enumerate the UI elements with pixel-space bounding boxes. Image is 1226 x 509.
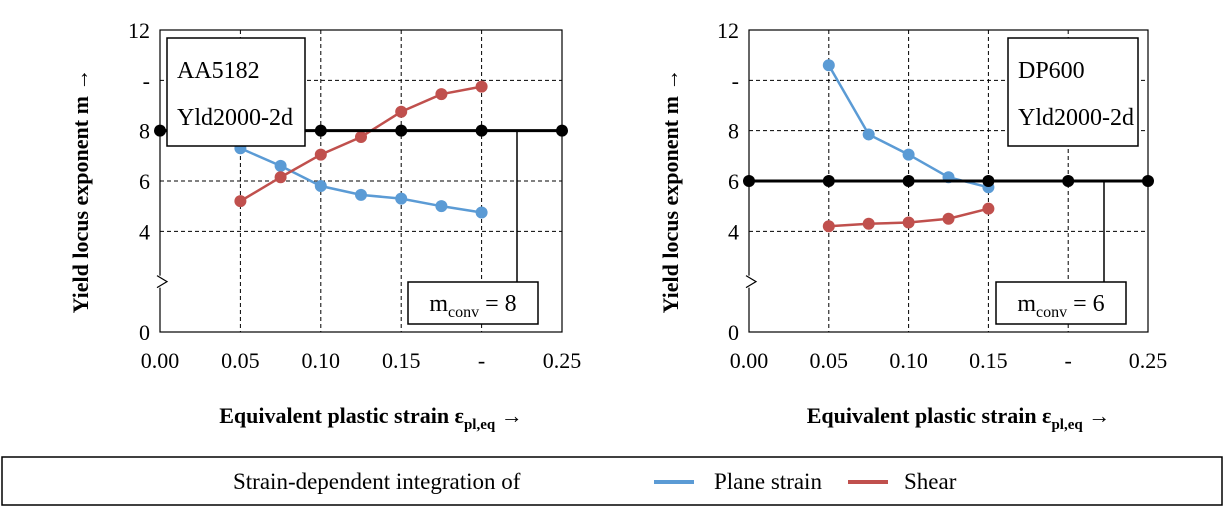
x-tick-label: 0.25 (543, 348, 582, 373)
data-point-conventional (982, 175, 995, 187)
x-tick-label: 0.00 (141, 348, 180, 373)
x-tick-label: 0.00 (730, 348, 769, 373)
x-tick-label: 0.05 (810, 348, 849, 373)
chart-panel-2: 0 4 6 8 - 12 0.00 0.05 0.10 0.15 - 0.25 Equivalent p… (658, 18, 1167, 433)
data-point-shear (435, 88, 448, 101)
legend-label-shear: Shear (904, 469, 957, 494)
x-tick-label: 0.10 (889, 348, 928, 373)
data-point-shear (355, 130, 367, 143)
material-box (1007, 37, 1139, 147)
data-point-shear (862, 217, 875, 230)
mconv-label: mconv = 8 (429, 291, 516, 321)
y-axis-title: Yield locus exponent m → (68, 69, 93, 314)
x-tick-label: 0.05 (221, 348, 260, 373)
y-tick-label: 0 (139, 320, 150, 345)
data-point-plane-strain (435, 200, 448, 213)
data-point-plane-strain (355, 188, 367, 201)
x-tick-label: 0.15 (969, 348, 1008, 373)
axis-break-mark (156, 275, 169, 289)
data-point-shear (822, 220, 835, 233)
data-point-shear (475, 80, 488, 93)
x-tick-label: - (478, 348, 485, 373)
x-tick-label: - (1065, 348, 1072, 373)
axis-break-gap (156, 275, 164, 288)
data-point-conventional (556, 124, 568, 137)
data-point-plane-strain (475, 206, 488, 219)
y-tick-label: 4 (728, 219, 739, 244)
data-point-shear (274, 171, 287, 184)
x-tick-label: 0.10 (302, 348, 341, 373)
data-point-conventional (822, 175, 835, 187)
material-box (166, 37, 306, 147)
mconv-box (407, 281, 539, 325)
plot-area (159, 29, 563, 333)
data-point-shear (942, 212, 955, 225)
yield-criterion-name: Yld2000-2d (177, 105, 293, 131)
legend-prefix: Strain-dependent integration of (233, 469, 521, 494)
legend-label-plane-strain: Plane strain (714, 469, 822, 494)
material-name: DP600 (1018, 58, 1085, 84)
y-tick-label: 6 (139, 169, 150, 194)
data-point-shear (902, 216, 915, 229)
mconv-box (995, 281, 1127, 325)
data-point-shear (395, 105, 408, 118)
y-tick-label: 12 (717, 18, 739, 43)
y-tick-label: 8 (728, 119, 739, 144)
x-tick-label: 0.25 (1129, 348, 1168, 373)
data-point-shear (982, 202, 995, 215)
y-tick-label: - (143, 68, 150, 93)
y-axis-title: Yield locus exponent m → (658, 69, 683, 314)
material-name: AA5182 (177, 58, 260, 84)
y-tick-label: 4 (139, 219, 150, 244)
axis-break-gap (745, 275, 753, 288)
data-point-plane-strain (822, 59, 835, 72)
data-point-conventional (314, 124, 327, 137)
data-point-conventional (902, 175, 915, 187)
data-point-plane-strain (862, 128, 875, 141)
yield-criterion-name: Yld2000-2d (1018, 105, 1134, 131)
data-point-plane-strain (274, 159, 287, 172)
chart-panel-1: 0 4 6 8 - 12 0.00 0.05 0.10 0.15 - 0.25 Equivalent p… (68, 18, 581, 433)
legend-box (1, 456, 1223, 506)
data-point-plane-strain (314, 180, 327, 193)
data-point-shear (234, 195, 247, 208)
data-point-shear (314, 148, 327, 161)
y-tick-label: - (732, 68, 739, 93)
y-tick-label: 12 (128, 18, 150, 43)
x-axis-title: Equivalent plastic strain εpl,eq → (807, 403, 1110, 433)
data-point-conventional (475, 124, 488, 137)
x-axis-title: Equivalent plastic strain εpl,eq → (219, 403, 522, 433)
data-point-conventional (154, 124, 166, 137)
data-point-conventional (743, 175, 755, 187)
legend: Strain-dependent integration of Plane st… (1, 456, 1223, 506)
y-tick-label: 0 (728, 320, 739, 345)
data-point-plane-strain (902, 148, 915, 161)
y-tick-label: 6 (728, 169, 739, 194)
series-line-plane-strain (827, 64, 989, 189)
y-tick-label: 8 (139, 119, 150, 144)
data-point-conventional (1062, 175, 1075, 187)
data-point-conventional (395, 124, 408, 137)
x-tick-label: 0.15 (382, 348, 421, 373)
axis-break-mark (745, 275, 758, 289)
mconv-label: mconv = 6 (1017, 291, 1104, 321)
data-point-conventional (1142, 175, 1154, 187)
data-point-plane-strain (395, 192, 408, 205)
